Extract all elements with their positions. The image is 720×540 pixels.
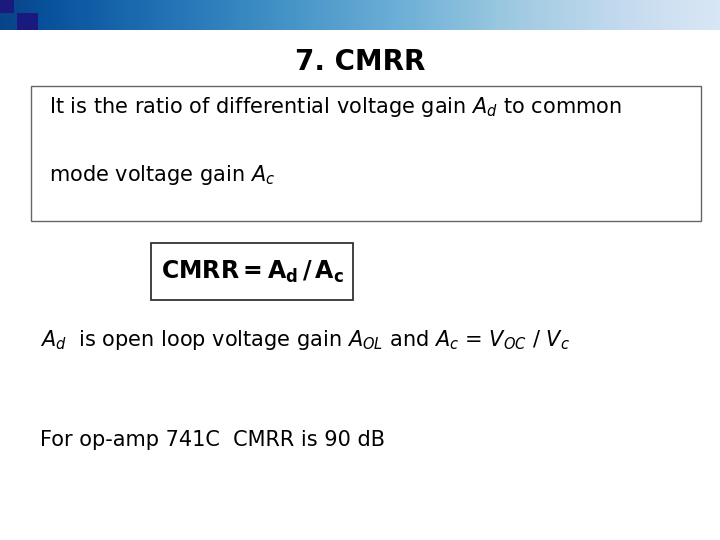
Text: It is the ratio of differential voltage gain $A_d$ to common: It is the ratio of differential voltage … — [49, 96, 622, 119]
Text: $A_d$  is open loop voltage gain $A_{OL}$ and $A_c$ = $V_{OC}$ / $V_c$: $A_d$ is open loop voltage gain $A_{OL}$… — [40, 328, 570, 352]
Text: $\mathbf{CMRR = A_d\,/\,A_c}$: $\mathbf{CMRR = A_d\,/\,A_c}$ — [161, 259, 343, 285]
Text: 7. CMRR: 7. CMRR — [294, 48, 426, 76]
Bar — [17, 14, 38, 30]
Text: mode voltage gain $A_c$: mode voltage gain $A_c$ — [49, 163, 275, 187]
FancyBboxPatch shape — [151, 243, 353, 300]
Bar — [0, 0, 14, 14]
Text: For op-amp 741C  CMRR is 90 dB: For op-amp 741C CMRR is 90 dB — [40, 429, 384, 449]
FancyBboxPatch shape — [31, 86, 701, 221]
